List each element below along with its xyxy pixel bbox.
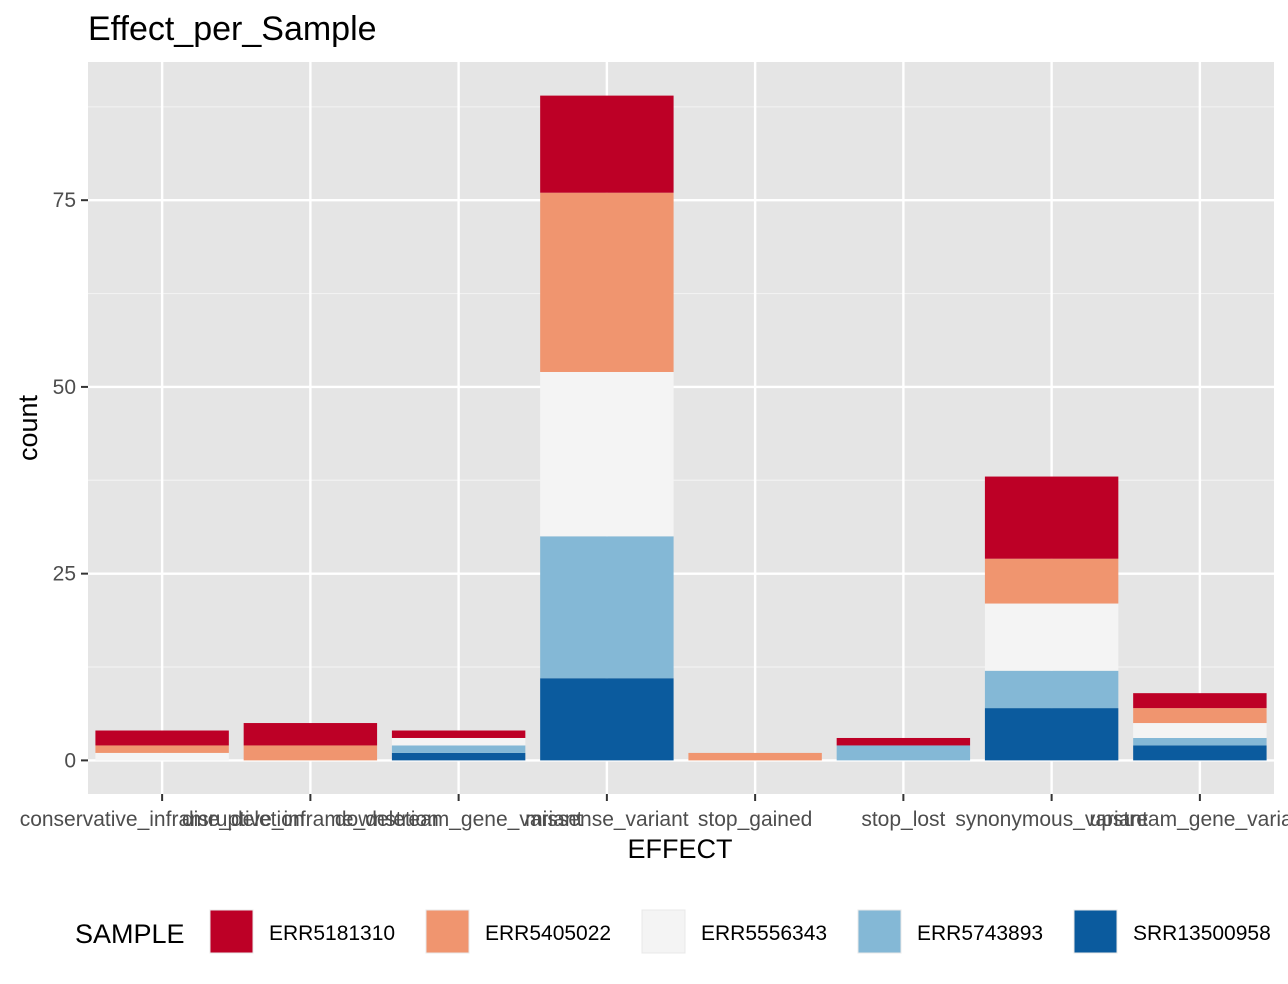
x-axis: conservative_inframe_deletiondisruptive_… <box>20 794 1288 831</box>
legend-swatch <box>209 909 254 954</box>
bar-segment <box>95 745 229 753</box>
bar-segment <box>391 730 526 738</box>
bar-segment <box>984 603 1119 671</box>
x-tick-label: conservative_inframe_deletion <box>20 808 305 831</box>
bar-segment <box>391 737 526 746</box>
x-tick-label: missense_variant <box>525 808 689 831</box>
bar-segment <box>1133 708 1267 724</box>
bar-segment <box>540 678 674 761</box>
bar-segment <box>540 192 674 372</box>
y-tick-label: 0 <box>64 749 76 772</box>
y-tick-label: 75 <box>53 189 76 212</box>
bar-segment <box>540 536 674 679</box>
x-tick-label: downstream_gene_variant <box>335 808 583 831</box>
bar-segment <box>836 745 971 761</box>
bar-segment <box>688 752 822 761</box>
bar-segment <box>540 371 674 537</box>
bar-segment <box>391 745 526 753</box>
y-tick-label: 25 <box>53 563 76 586</box>
x-tick-label: stop_gained <box>698 808 812 831</box>
bar-segment <box>243 745 378 761</box>
legend-label: ERR5405022 <box>485 922 611 945</box>
legend-swatch <box>857 909 902 954</box>
bar-segment <box>1133 737 1267 746</box>
bar-segment <box>95 752 229 761</box>
bar-segment <box>1133 693 1267 709</box>
legend-label: ERR5743893 <box>917 922 1043 945</box>
bar-segment <box>984 558 1119 604</box>
y-axis-title: count <box>13 394 43 461</box>
legend-title: SAMPLE <box>75 919 185 949</box>
bar-segment <box>95 730 229 746</box>
legend-label: ERR5556343 <box>701 922 827 945</box>
grid-lines <box>88 62 1274 794</box>
bar-segment <box>1133 745 1267 761</box>
bar-segment <box>836 737 971 746</box>
bar-segment <box>984 670 1119 709</box>
x-tick-label: disruptive_inframe_deletion <box>182 808 439 831</box>
legend-label: SRR13500958 <box>1133 922 1271 945</box>
legend-swatch <box>425 909 470 954</box>
chart-title: Effect_per_Sample <box>88 10 377 48</box>
legend-swatch <box>641 909 686 954</box>
legend: SAMPLE ERR5181310 ERR5405022 ERR5556343 ERR… <box>75 909 1271 954</box>
y-axis: 0 25 50 75 <box>53 189 88 772</box>
bar-segment <box>540 95 674 193</box>
bar-segment <box>984 708 1119 761</box>
x-tick-label: stop_lost <box>861 808 945 831</box>
bar-segment <box>243 723 378 746</box>
x-tick-label: synonymous_variant <box>955 808 1148 831</box>
bar-segment <box>984 476 1119 559</box>
y-tick-label: 50 <box>53 376 76 399</box>
bar-segment <box>1133 723 1267 738</box>
legend-swatch <box>1073 909 1118 954</box>
bar-segment <box>391 752 526 761</box>
x-axis-title: EFFECT <box>628 834 733 864</box>
legend-label: ERR5181310 <box>269 922 395 945</box>
bars <box>95 95 1267 761</box>
x-tick-label: upstream_gene_variant <box>1090 808 1288 831</box>
